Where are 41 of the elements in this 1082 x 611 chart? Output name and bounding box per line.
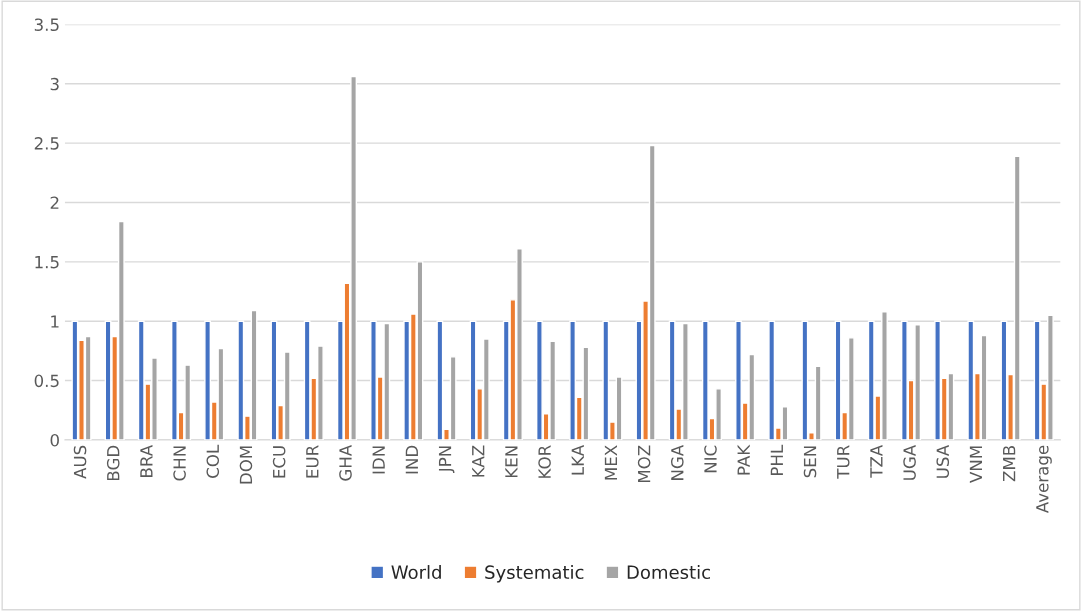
x-tick-label: CHN — [173, 446, 186, 481]
x-tick-label: BRA — [140, 444, 153, 477]
x-tick-label: PHL — [770, 444, 783, 476]
x-tick-label: IND — [405, 445, 418, 474]
x-tick-label: TUR — [837, 445, 850, 479]
x-tick-label: AUS — [73, 445, 87, 479]
x-tick-label: UGA — [903, 444, 916, 480]
x-tick-label: NIC — [704, 445, 717, 473]
x-tick-label: GHA — [339, 444, 352, 481]
y-tick-label: 3 — [50, 77, 59, 91]
x-tick-label: MOZ — [637, 445, 651, 483]
legend-label: World — [391, 565, 441, 580]
x-tick-label: COL — [206, 444, 220, 478]
x-tick-label: ZMB — [1003, 445, 1016, 482]
y-tick-label: 1 — [51, 315, 59, 328]
x-tick-label: EUR — [306, 445, 319, 478]
y-tick-label: 0.5 — [34, 374, 59, 388]
x-tick-label: KEN — [505, 446, 518, 478]
y-tick-label: 3.5 — [34, 18, 59, 32]
y-tick-label: 1.5 — [35, 256, 59, 269]
x-tick-label: Average — [1036, 445, 1052, 514]
x-tick-label: BGD — [106, 445, 120, 481]
x-tick-label: NGA — [671, 444, 684, 480]
x-tick-label: VNM — [969, 446, 983, 483]
x-tick-label: LKA — [571, 444, 584, 475]
y-tick-label: 0 — [50, 433, 59, 447]
x-tick-label: KOR — [538, 445, 551, 478]
x-tick-label: IDN — [372, 446, 385, 474]
x-tick-label: USA — [936, 444, 950, 478]
x-tick-label: TZA — [870, 444, 883, 478]
y-tick-label: 2.5 — [34, 137, 59, 150]
y-tick-label: 2 — [50, 196, 59, 209]
legend-label: Domestic — [627, 565, 710, 580]
x-tick-label: PAK — [737, 444, 750, 475]
x-tick-label: ECU — [272, 446, 286, 478]
x-tick-label: KAZ — [472, 445, 485, 477]
x-tick-label: JPN — [438, 446, 455, 474]
x-tick-label: DOM — [239, 446, 253, 484]
x-tick-label: MEX — [604, 445, 618, 480]
x-tick-label: SEN — [803, 446, 817, 478]
legend-label: Systematic — [485, 565, 584, 583]
